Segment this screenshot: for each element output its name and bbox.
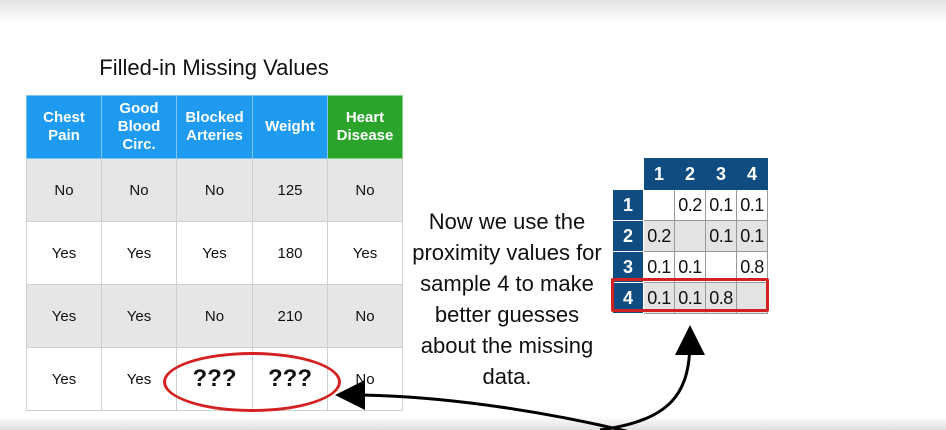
- header-weight: Weight: [252, 95, 328, 159]
- matrix-cell: 0.8: [736, 251, 768, 283]
- matrix-cell: 0.1: [674, 251, 706, 283]
- data-table: Chest Pain Good Blood Circ. Blocked Arteries…: [26, 95, 403, 411]
- table-cell: No: [26, 158, 102, 222]
- table-cell: Yes: [26, 347, 102, 411]
- matrix-col-header: 4: [736, 158, 768, 190]
- table-row: Yes Yes No 210 No: [26, 284, 403, 348]
- table-cell: Yes: [26, 221, 102, 285]
- matrix-cell: [736, 282, 768, 314]
- matrix-cell: 0.8: [705, 282, 737, 314]
- page-title: Filled-in Missing Values: [99, 55, 329, 80]
- top-shade: [0, 0, 946, 22]
- arrow-to-missing: [335, 380, 629, 430]
- table-cell: No: [327, 284, 403, 348]
- table-row: Yes Yes Yes 180 Yes: [26, 221, 403, 285]
- matrix-cell: 0.1: [736, 189, 768, 221]
- matrix-col-header: 3: [705, 158, 737, 190]
- matrix-corner: [612, 158, 644, 190]
- table-cell: Yes: [101, 284, 177, 348]
- table-cell: 210: [252, 284, 328, 348]
- table-cell: Yes: [101, 221, 177, 285]
- matrix-cell: [705, 251, 737, 283]
- matrix-cell: 0.1: [736, 220, 768, 252]
- matrix-row: 4 0.1 0.1 0.8: [612, 282, 768, 314]
- explanation-text: Now we use the proximity values for samp…: [412, 209, 602, 389]
- table-cell: No: [327, 158, 403, 222]
- matrix-row-header: 4: [612, 282, 644, 314]
- proximity-matrix: 1 2 3 4 1 0.2 0.1 0.1 2 0.2 0.1 0.1 3 0.1 0.1 0.8 4 0.1 0.…: [612, 158, 768, 314]
- table-cell: Yes: [327, 221, 403, 285]
- table-cell: No: [101, 158, 177, 222]
- table-cell: 180: [252, 221, 328, 285]
- matrix-row: 1 0.2 0.1 0.1: [612, 189, 768, 221]
- matrix-row: 2 0.2 0.1 0.1: [612, 220, 768, 252]
- matrix-row-header: 1: [612, 189, 644, 221]
- table-cell: 125: [252, 158, 328, 222]
- table-cell: Yes: [26, 284, 102, 348]
- matrix-cell: [643, 189, 675, 221]
- table-header-row: Chest Pain Good Blood Circ. Blocked Arteries…: [26, 95, 403, 159]
- table-cell: No: [176, 158, 253, 222]
- header-heart-disease: Heart Disease: [327, 95, 403, 159]
- arrow-to-matrix: [599, 325, 705, 430]
- sample-4-highlight: [611, 278, 769, 312]
- matrix-row-header: 2: [612, 220, 644, 252]
- table-cell: No: [176, 284, 253, 348]
- header-blocked-arteries: Blocked Arteries: [176, 95, 253, 159]
- header-good-blood-circ: Good Blood Circ.: [101, 95, 177, 159]
- matrix-row-header: 3: [612, 251, 644, 283]
- matrix-cell: 0.1: [674, 282, 706, 314]
- table-row: No No No 125 No: [26, 158, 403, 222]
- bottom-shade: [0, 416, 946, 430]
- matrix-cell: 0.1: [705, 189, 737, 221]
- table-cell: Yes: [176, 221, 253, 285]
